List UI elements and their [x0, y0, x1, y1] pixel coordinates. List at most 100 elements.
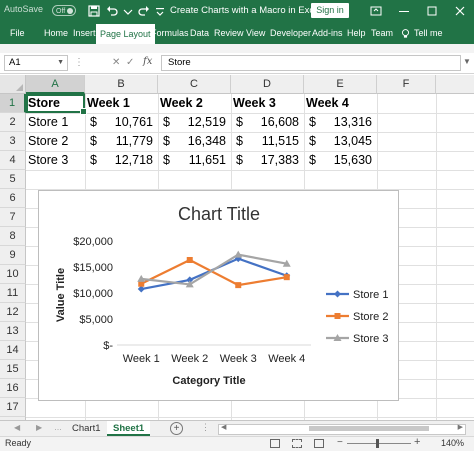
row-header[interactable]: 3: [0, 132, 26, 151]
formula-input[interactable]: Store: [161, 55, 461, 71]
close-icon[interactable]: [452, 3, 468, 19]
legend-label[interactable]: Store 3: [353, 333, 388, 345]
column-header-b[interactable]: B: [85, 75, 158, 94]
maximize-icon[interactable]: [424, 3, 440, 19]
row-header[interactable]: 16: [0, 379, 26, 398]
zoom-slider[interactable]: [347, 443, 411, 444]
cancel-entry-icon[interactable]: ✕: [112, 57, 121, 68]
column-header-a[interactable]: A: [26, 75, 85, 94]
sheet-tab-chart1[interactable]: Chart1: [72, 423, 101, 434]
tab-add-ins[interactable]: Add-ins: [312, 28, 343, 38]
zoom-level[interactable]: 140%: [441, 438, 465, 448]
tab-formulas[interactable]: Formulas: [151, 28, 189, 38]
data-point[interactable]: [137, 274, 146, 282]
row-header[interactable]: 18: [0, 417, 26, 420]
tab-help[interactable]: Help: [347, 28, 366, 38]
series-line[interactable]: [140, 258, 287, 287]
cell-d1[interactable]: Week 3: [233, 96, 276, 110]
tab-data[interactable]: Data: [190, 28, 210, 38]
cell-a3[interactable]: Store 2: [28, 134, 69, 148]
tab-page-layout[interactable]: Page Layout: [96, 22, 155, 44]
cell-b1[interactable]: Week 1: [87, 96, 130, 110]
tab-team[interactable]: Team: [371, 28, 394, 38]
row-header[interactable]: 6: [0, 189, 26, 208]
row-header[interactable]: 14: [0, 341, 26, 360]
cell-b3[interactable]: $11,779: [85, 132, 158, 151]
insert-function-button[interactable]: fx: [143, 56, 153, 67]
cell-d4[interactable]: $17,383: [231, 151, 304, 170]
row-header[interactable]: 9: [0, 246, 26, 265]
undo-dropdown-icon[interactable]: [120, 3, 136, 19]
row-header[interactable]: 17: [0, 398, 26, 417]
legend-marker[interactable]: [334, 313, 341, 319]
scrollbar-thumb[interactable]: [309, 426, 429, 431]
legend-label[interactable]: Store 1: [353, 289, 388, 301]
line-chart[interactable]: Chart Title Value Title Category Title $…: [38, 190, 399, 401]
save-icon[interactable]: [86, 3, 102, 19]
legend-marker[interactable]: [334, 290, 341, 298]
data-point[interactable]: [186, 276, 194, 284]
cell-e1[interactable]: Week 4: [306, 96, 349, 110]
data-point[interactable]: [185, 280, 194, 288]
cell-a4[interactable]: Store 3: [28, 153, 69, 167]
prev-sheet-icon[interactable]: ◀: [14, 423, 21, 432]
row-header[interactable]: 15: [0, 360, 26, 379]
scroll-right-icon[interactable]: ▶: [457, 424, 463, 431]
scroll-left-icon[interactable]: ◀: [221, 424, 227, 431]
category-axis-title[interactable]: Category Title: [172, 375, 245, 387]
value-axis-title[interactable]: Value Title: [55, 268, 67, 322]
add-sheet-icon[interactable]: +: [170, 422, 183, 435]
column-header-g[interactable]: [436, 75, 474, 94]
series-line[interactable]: [141, 253, 287, 286]
chart-title[interactable]: Chart Title: [178, 204, 260, 224]
cell-d3[interactable]: $11,515: [231, 132, 304, 151]
cell-c3[interactable]: $16,348: [158, 132, 231, 151]
cell-e3[interactable]: $13,045: [304, 132, 377, 151]
cell-c1[interactable]: Week 2: [160, 96, 203, 110]
more-sheets-icon[interactable]: …: [54, 423, 62, 432]
cell-c4[interactable]: $11,651: [158, 151, 231, 170]
row-header[interactable]: 1: [0, 94, 26, 113]
redo-icon[interactable]: [136, 3, 152, 19]
formula-bar-splitter-icon[interactable]: ⋮: [74, 57, 84, 68]
data-point[interactable]: [186, 256, 193, 263]
row-header[interactable]: 7: [0, 208, 26, 227]
sign-in-button[interactable]: Sign in: [311, 3, 349, 18]
name-box-dropdown-icon[interactable]: ▼: [57, 59, 64, 66]
cell-d2[interactable]: $16,608: [231, 113, 304, 132]
cell-a2[interactable]: Store 1: [28, 115, 69, 129]
row-header[interactable]: 4: [0, 151, 26, 170]
horizontal-scrollbar[interactable]: ◀ ▶: [218, 424, 466, 435]
cell-b4[interactable]: $12,718: [85, 151, 158, 170]
undo-icon[interactable]: [104, 3, 120, 19]
data-point[interactable]: [137, 285, 145, 293]
cell-b2[interactable]: $10,761: [85, 113, 158, 132]
normal-view-icon[interactable]: [270, 439, 280, 448]
column-header-d[interactable]: D: [231, 75, 304, 94]
column-header-e[interactable]: E: [304, 75, 377, 94]
column-header-c[interactable]: C: [158, 75, 231, 94]
row-header[interactable]: 12: [0, 303, 26, 322]
row-header[interactable]: 11: [0, 284, 26, 303]
legend-marker[interactable]: [333, 334, 342, 341]
data-point[interactable]: [283, 274, 290, 281]
data-point[interactable]: [138, 280, 145, 287]
data-point[interactable]: [282, 259, 291, 267]
enter-entry-icon[interactable]: ✓: [126, 57, 135, 68]
cell-c2[interactable]: $12,519: [158, 113, 231, 132]
name-box[interactable]: A1 ▼: [4, 55, 68, 71]
tab-home[interactable]: Home: [44, 28, 69, 38]
cell-a1[interactable]: Store: [28, 96, 60, 110]
cell-e4[interactable]: $15,630: [304, 151, 377, 170]
customize-qat-icon[interactable]: [152, 3, 168, 19]
row-header[interactable]: 2: [0, 113, 26, 132]
next-sheet-icon[interactable]: ▶: [36, 423, 43, 432]
row-header[interactable]: 5: [0, 170, 26, 189]
ribbon-display-options-icon[interactable]: [368, 3, 384, 19]
zoom-in-icon[interactable]: +: [414, 436, 421, 448]
row-header[interactable]: 13: [0, 322, 26, 341]
row-header[interactable]: 8: [0, 227, 26, 246]
expand-formula-bar-icon[interactable]: ▼: [463, 57, 471, 66]
legend-label[interactable]: Store 2: [353, 311, 388, 323]
tab-review[interactable]: Review: [214, 28, 244, 38]
